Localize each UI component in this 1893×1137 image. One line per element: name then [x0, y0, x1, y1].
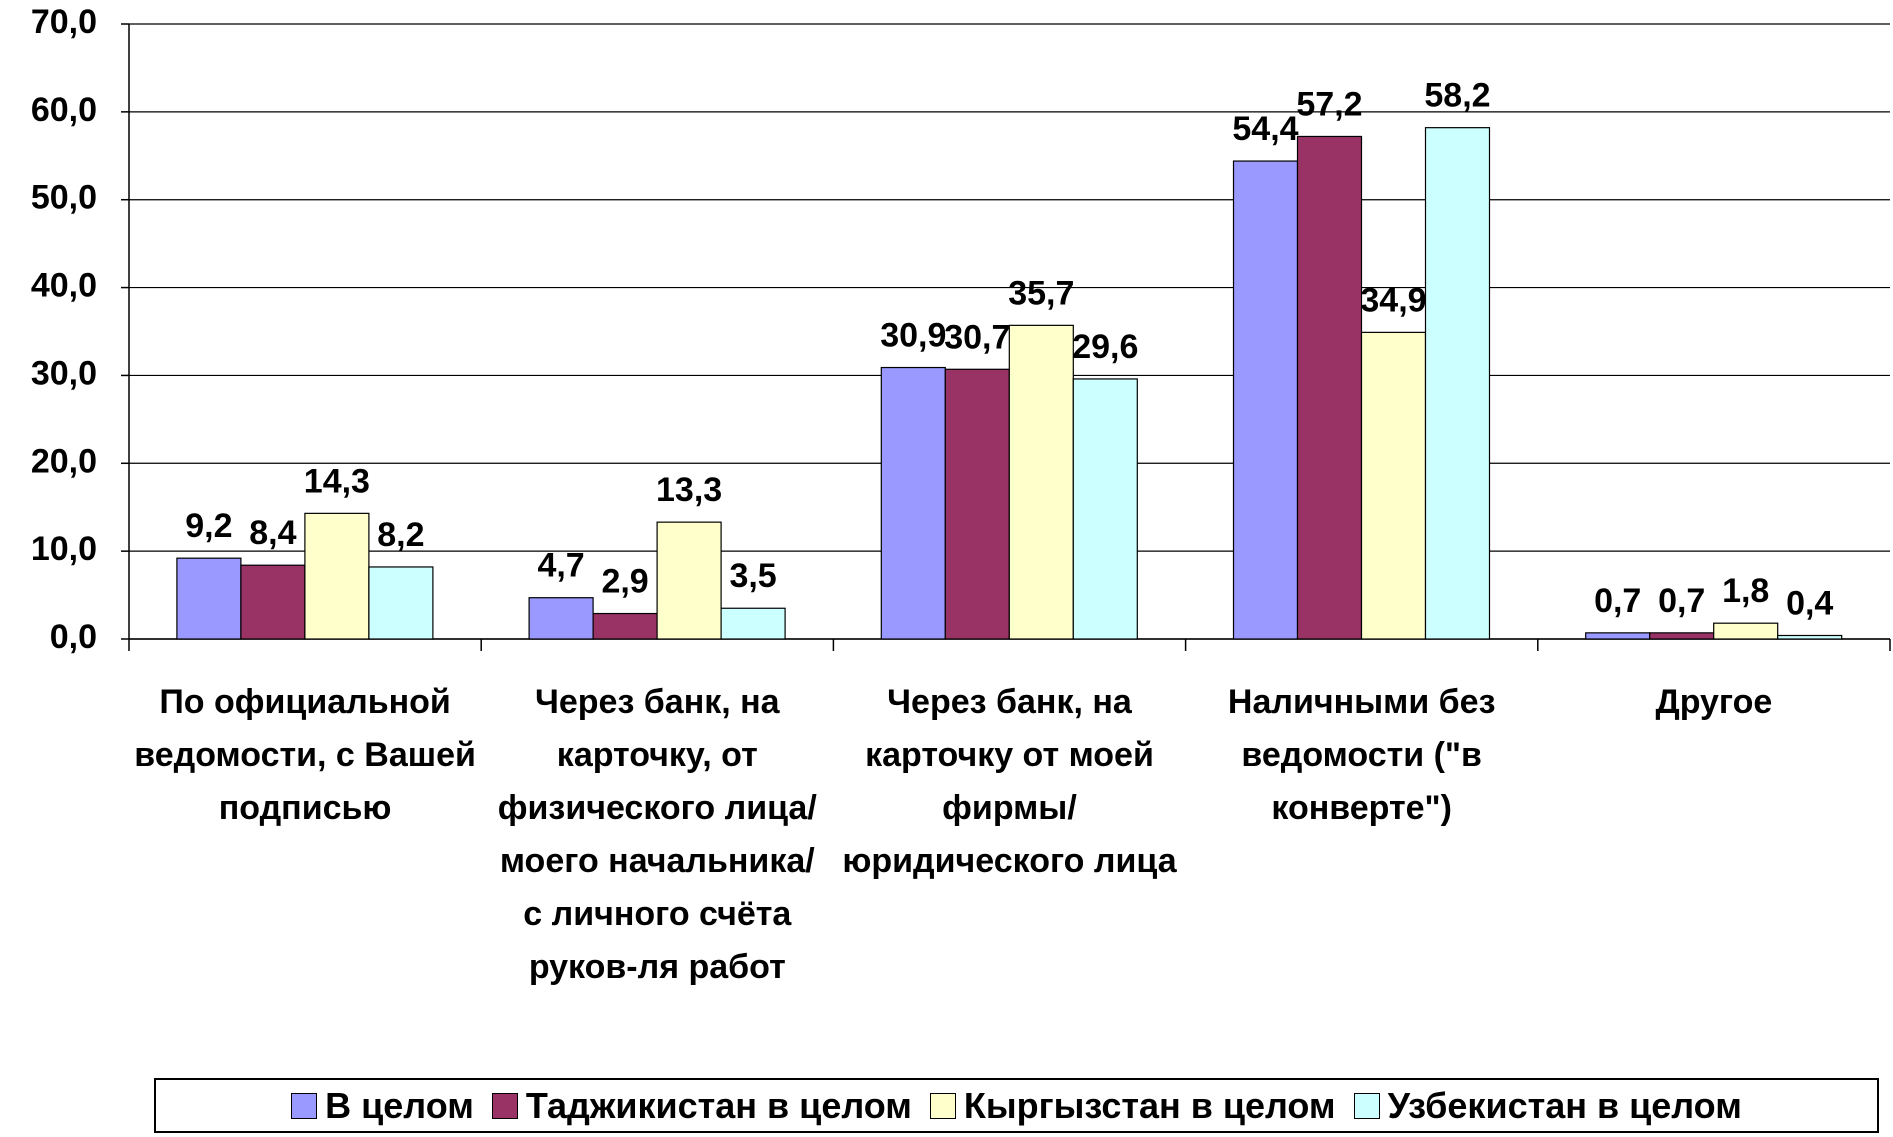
bar [240, 564, 306, 640]
bar [1649, 632, 1715, 640]
legend-label: Таджикистан в целом [525, 1084, 912, 1126]
bar [720, 607, 786, 640]
value-label: 30,7 [944, 318, 1010, 356]
legend-swatch [291, 1092, 318, 1119]
bar [592, 612, 658, 640]
value-label: 13,3 [656, 471, 722, 509]
legend: В целом Таджикистан в целом Кыргызстан в ц… [154, 1078, 1879, 1133]
value-label: 4,7 [537, 547, 584, 585]
y-tick-label: 50,0 [31, 179, 97, 217]
bar [368, 566, 434, 640]
bar [880, 366, 946, 640]
legend-entry: Кыргызстан в целом [929, 1084, 1336, 1127]
legend-entry: Таджикистан в целом [491, 1084, 912, 1127]
bar [1585, 632, 1651, 640]
bar [304, 512, 370, 640]
value-label: 54,4 [1232, 110, 1298, 148]
legend-label: В целом [325, 1084, 474, 1126]
legend-label: Узбекистан в целом [1387, 1084, 1742, 1126]
value-label: 3,5 [729, 557, 776, 595]
x-tick-label: По официальной ведомости, с Вашей подпис… [134, 683, 476, 827]
value-label: 0,7 [1658, 582, 1705, 620]
y-tick-label: 40,0 [31, 267, 97, 305]
value-label: 9,2 [185, 507, 232, 545]
y-tick-label: 60,0 [31, 91, 97, 129]
bar [1232, 160, 1299, 640]
value-label: 0,7 [1594, 582, 1641, 620]
y-tick-label: 0,0 [50, 618, 97, 656]
value-label: 1,8 [1722, 572, 1769, 610]
legend-swatch [1353, 1092, 1380, 1119]
bar [1360, 331, 1427, 640]
value-label: 29,6 [1072, 328, 1138, 366]
value-label: 0,4 [1786, 584, 1833, 622]
bar [1713, 622, 1779, 640]
legend-entry: Узбекистан в целом [1353, 1084, 1742, 1127]
y-tick-label: 30,0 [31, 354, 97, 392]
bar [1072, 378, 1138, 640]
value-label: 2,9 [601, 563, 648, 601]
bar [944, 368, 1010, 640]
bar [1424, 127, 1491, 640]
value-label: 8,4 [249, 514, 296, 552]
value-label: 8,2 [377, 516, 424, 554]
value-label: 34,9 [1360, 281, 1426, 319]
value-label: 14,3 [304, 462, 370, 500]
y-tick-label: 10,0 [31, 530, 97, 568]
bar [1008, 324, 1074, 640]
value-label: 58,2 [1424, 77, 1490, 115]
x-tick-label: Наличными без ведомости ("в конверте") [1227, 683, 1496, 827]
y-tick-label: 20,0 [31, 442, 97, 480]
value-label: 35,7 [1008, 274, 1074, 312]
legend-swatch [929, 1092, 956, 1119]
bar [528, 597, 594, 640]
legend-label: Кыргызстан в целом [963, 1084, 1336, 1126]
y-tick-label: 70,0 [31, 3, 97, 41]
value-label: 30,9 [880, 317, 946, 355]
bar [176, 557, 242, 640]
bar [656, 521, 722, 640]
x-tick-label: Через банк, на карточку, от физического … [497, 683, 817, 986]
bar [1296, 135, 1363, 640]
x-tick-label: Через банк, на карточку от моей фирмы/ ю… [842, 683, 1177, 880]
value-label: 57,2 [1296, 85, 1362, 123]
legend-swatch [491, 1092, 518, 1119]
x-tick-label: Другое [1655, 683, 1773, 721]
bar [1777, 634, 1843, 640]
legend-entry: В целом [291, 1085, 474, 1127]
